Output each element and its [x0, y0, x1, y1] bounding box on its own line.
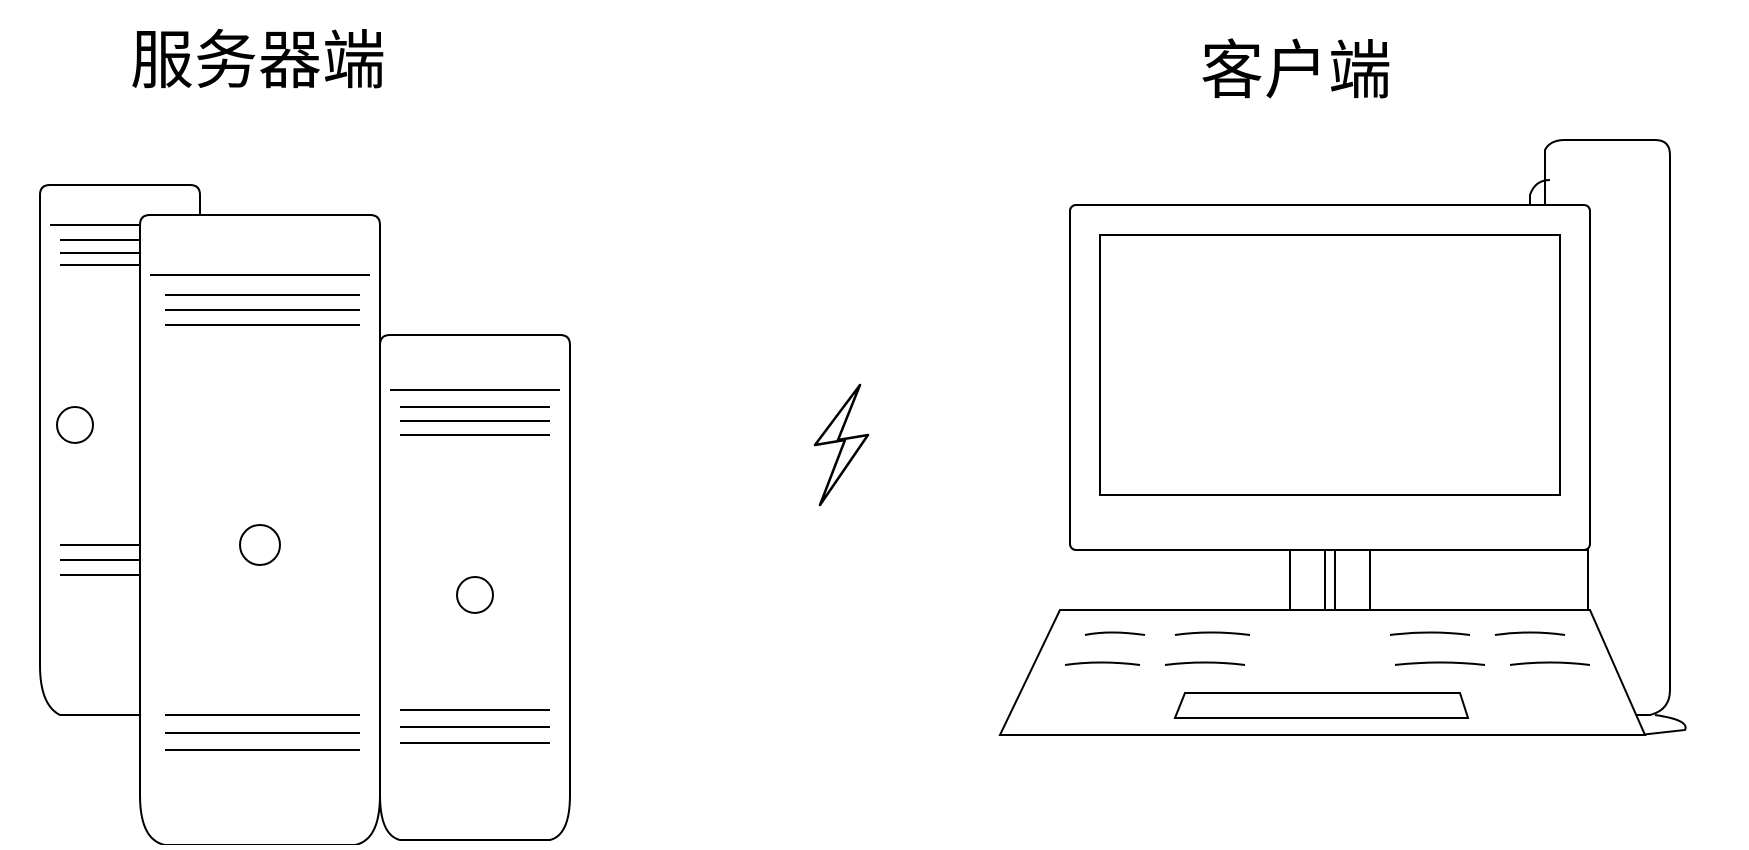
client-label: 客户端: [1200, 20, 1392, 112]
server-label: 服务器端: [130, 10, 386, 102]
wireless-connection-icon: [790, 380, 890, 515]
server-cluster-icon: [20, 145, 660, 850]
client-computer-icon: [990, 120, 1730, 765]
